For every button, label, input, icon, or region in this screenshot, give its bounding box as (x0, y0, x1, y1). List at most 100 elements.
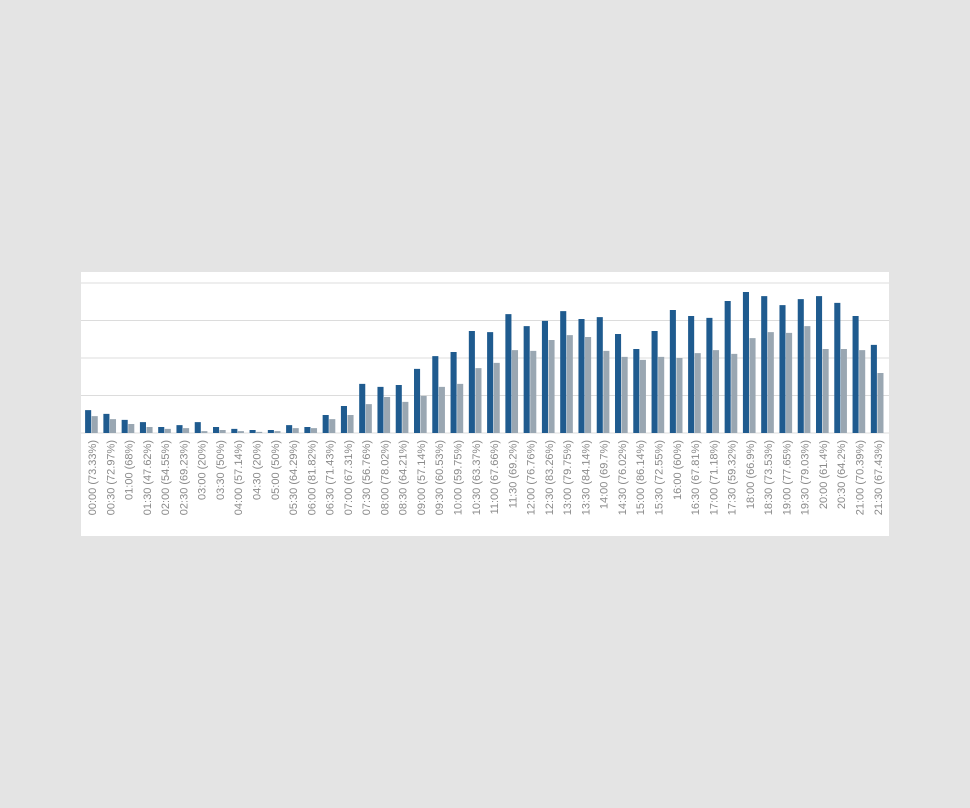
bar (450, 352, 457, 433)
bar (840, 349, 847, 433)
x-tick-label: 19:00 (77.65%) (781, 440, 793, 515)
bar (219, 430, 226, 433)
bar (438, 386, 445, 433)
x-tick-label: 11:00 (67.66%) (489, 440, 501, 514)
bar (804, 326, 811, 433)
x-tick-label: 08:00 (78.02%) (379, 440, 391, 515)
bar (176, 425, 183, 433)
x-tick-label: 16:00 (60%) (672, 440, 684, 500)
bar (164, 428, 171, 433)
x-tick-label: 21:30 (67.43%) (873, 440, 885, 515)
bar (688, 316, 695, 433)
bar (231, 428, 238, 433)
bar (669, 310, 676, 433)
bar (822, 349, 829, 433)
x-tick-label: 15:00 (86.14%) (635, 440, 647, 515)
bar (541, 320, 548, 433)
bar (414, 368, 421, 433)
bar (249, 430, 256, 433)
bar (786, 332, 793, 433)
x-tick-label: 21:00 (70.39%) (854, 440, 866, 515)
bar (402, 401, 409, 433)
bar (103, 413, 110, 433)
bar (322, 415, 329, 433)
bar (530, 350, 537, 433)
x-tick-label: 16:30 (67.81%) (690, 440, 702, 515)
x-tick-label: 07:30 (56.76%) (361, 440, 373, 515)
x-tick-label: 10:30 (63.37%) (471, 440, 483, 515)
bar (658, 356, 665, 433)
x-tick-label: 13:30 (84.14%) (580, 440, 592, 515)
bar (91, 416, 98, 433)
bar (347, 415, 354, 433)
x-tick-label: 04:00 (57.14%) (233, 440, 245, 515)
x-tick-label: 11:30 (69.2%) (507, 440, 519, 508)
bar (615, 334, 622, 433)
bar (779, 305, 786, 433)
bar (639, 359, 646, 433)
bar (310, 428, 318, 433)
bar (475, 368, 482, 433)
bar (585, 337, 592, 433)
bar (121, 419, 128, 433)
bar (712, 350, 720, 433)
x-tick-label: 01:30 (47.62%) (142, 440, 154, 515)
bar (194, 422, 201, 433)
bar (201, 431, 208, 433)
x-tick-label: 05:00 (50%) (270, 440, 282, 500)
bar (694, 353, 701, 433)
x-tick-label: 09:00 (57.14%) (416, 440, 428, 515)
bar (566, 335, 573, 433)
x-tick-label: 20:00 (61.4%) (818, 440, 830, 509)
x-tick-label: 13:00 (79.75%) (562, 440, 574, 515)
x-tick-label: 03:00 (20%) (197, 440, 209, 500)
bar (859, 350, 866, 433)
x-tick-label: 12:30 (83.26%) (544, 440, 556, 515)
bar (395, 385, 402, 433)
x-tick-label: 14:30 (76.02%) (617, 440, 629, 515)
bar (493, 362, 500, 433)
bar (487, 332, 494, 433)
x-tick-label: 06:00 (81.82%) (306, 440, 318, 515)
bar (560, 311, 567, 433)
bar (852, 316, 859, 433)
x-tick-label: 19:30 (79.03%) (800, 440, 812, 515)
x-tick-label: 06:30 (71.43%) (325, 440, 337, 515)
bar (365, 404, 372, 433)
x-tick-label: 10:00 (59.75%) (452, 440, 464, 515)
bar (603, 350, 610, 433)
bar (340, 406, 347, 433)
x-tick-label: 01:00 (68%) (124, 440, 136, 500)
x-tick-label: 17:30 (59.32%) (727, 440, 739, 515)
x-tick-label: 09:30 (60.53%) (434, 440, 446, 515)
bar (420, 395, 427, 433)
x-tick-label: 02:00 (54.55%) (160, 440, 172, 515)
bar (761, 296, 768, 433)
bar (834, 302, 841, 433)
x-tick-label: 18:30 (73.53%) (763, 440, 775, 515)
x-tick-label: 05:30 (64.29%) (288, 440, 300, 515)
bar (304, 427, 311, 433)
bar (749, 338, 756, 433)
bar (731, 353, 738, 433)
bar (158, 427, 165, 433)
x-tick-label: 17:00 (71.18%) (708, 440, 720, 515)
bar (621, 356, 628, 433)
x-tick-label: 07:00 (67.31%) (343, 440, 355, 515)
bar (816, 296, 823, 433)
x-tick-label: 08:30 (64.21%) (398, 440, 410, 515)
x-tick-label: 14:00 (69.7%) (599, 440, 611, 509)
bar (237, 431, 244, 433)
x-tick-label: 18:00 (66.9%) (745, 440, 757, 509)
bar (742, 292, 749, 433)
bar (213, 427, 220, 433)
x-tick-label: 04:30 (20%) (251, 440, 263, 500)
bar (267, 430, 274, 433)
bar (329, 419, 336, 433)
bar (511, 350, 519, 433)
bar (286, 425, 293, 433)
bar (797, 299, 804, 433)
x-tick-label: 00:30 (72.97%) (105, 440, 117, 515)
